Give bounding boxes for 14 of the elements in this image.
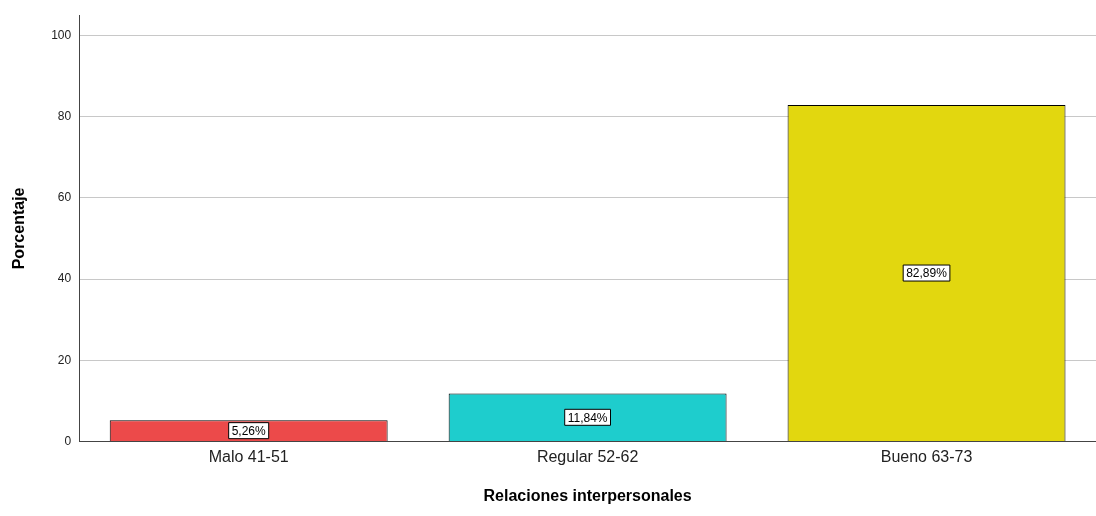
data-label: 82,89% [906,266,948,281]
x-tick-label: Malo 41-51 [208,447,289,465]
data-label: 5,26% [231,423,267,438]
x-axis-title: Relaciones interpersonales [483,486,692,504]
y-tick-label: 20 [57,352,72,367]
y-tick-label: 100 [51,27,72,42]
y-tick-label: 0 [64,433,72,448]
data-label: 11,84% [567,410,608,425]
y-tick-label: 80 [57,109,72,124]
x-tick-label: Regular 52-62 [536,447,639,465]
y-tick-label: 40 [57,271,72,286]
y-tick-label: 60 [57,190,72,205]
y-axis-title: Porcentaje [10,187,28,270]
x-tick-label: Bueno 63-73 [880,447,973,465]
